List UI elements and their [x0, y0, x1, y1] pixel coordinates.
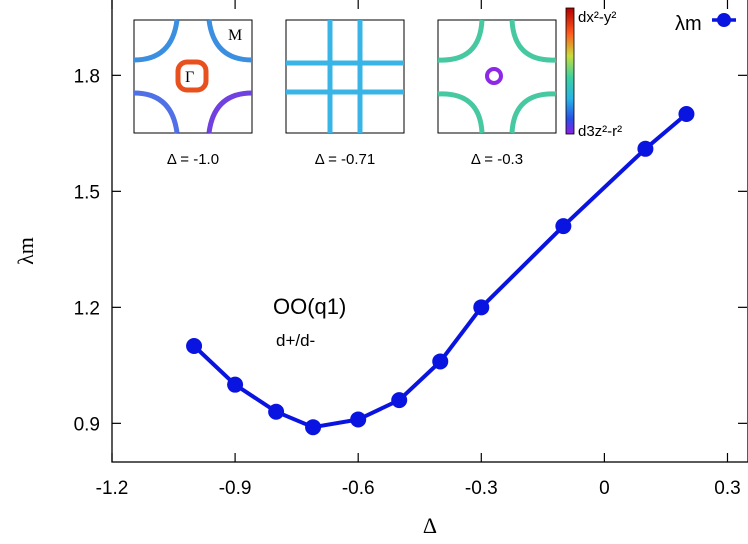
- data-point: [473, 299, 490, 316]
- x-tick-label: -0.3: [465, 478, 498, 499]
- x-axis: -1.2 -0.9 -0.6 -0.3 0 0.3: [96, 0, 741, 499]
- data-point: [432, 353, 449, 370]
- inset-2-label: Δ = -0.71: [315, 151, 375, 168]
- x-axis-title: Δ: [423, 513, 437, 538]
- data-point: [391, 392, 408, 409]
- inset-1-curve: [206, 90, 253, 134]
- inset-1-frame: [133, 19, 253, 134]
- data-point: [305, 419, 322, 436]
- y-axis: 0.9 1.2 1.5 1.8: [74, 66, 747, 435]
- annotation: OO(q1) d+/d-: [273, 294, 346, 350]
- plot-frame: [111, 0, 748, 463]
- legend-marker: [717, 13, 731, 27]
- data-point: [350, 411, 367, 428]
- inset-3-curve: [437, 91, 485, 134]
- x-tick-label: -0.6: [342, 478, 375, 499]
- annotation-sub: d+/d-: [276, 331, 315, 350]
- inset-3-frame: [437, 19, 557, 134]
- data-point: [268, 403, 285, 420]
- y-axis-title: λm: [13, 237, 38, 265]
- legend-label: λm: [675, 13, 702, 35]
- colorbar-top-label: dx²-y²: [578, 9, 616, 26]
- inset-3-curve: [437, 19, 485, 63]
- inset-1-gamma-pocket: [175, 59, 209, 93]
- y-tick-label: 1.2: [74, 298, 100, 319]
- colorbar-gradient: [565, 7, 575, 135]
- colorbar: dx²-y² d3z²-r²: [565, 7, 622, 140]
- data-point: [186, 338, 203, 354]
- annotation-main: OO(q1): [273, 294, 346, 319]
- y-tick-label: 1.5: [74, 182, 100, 203]
- inset-3-curve: [509, 91, 557, 134]
- colorbar-bottom-label: d3z²-r²: [578, 123, 622, 140]
- inset-3-label: Δ = -0.3: [471, 151, 523, 168]
- data-point: [227, 376, 244, 393]
- x-tick-label: 0: [599, 478, 610, 499]
- inset-2-frame: [285, 19, 405, 134]
- inset-1-curve: [206, 19, 253, 63]
- inset-panel-2: Δ = -0.71: [285, 19, 405, 168]
- series-line: [192, 112, 688, 430]
- inset-1-curve: [133, 19, 180, 63]
- x-tick-label: -0.9: [219, 478, 252, 499]
- legend: λm: [675, 13, 736, 35]
- data-point: [637, 140, 654, 157]
- inset-panel-3: Δ = -0.3: [437, 19, 557, 168]
- inset-3-curve: [509, 19, 557, 63]
- x-tick-label: 0.3: [714, 478, 740, 499]
- inset-panel-1: M Γ Δ = -1.0: [133, 19, 253, 168]
- inset-1-label: Δ = -1.0: [167, 151, 219, 168]
- data-point: [555, 218, 572, 235]
- y-tick-label: 0.9: [74, 414, 100, 435]
- inset-1-curve: [133, 90, 180, 134]
- inset-3-gamma-pocket: [485, 67, 503, 85]
- inset-1-marker-m: M: [228, 27, 242, 44]
- y-axis-title-text: λm: [13, 237, 38, 265]
- series-points: [186, 106, 695, 436]
- data-point: [678, 106, 695, 122]
- inset-1-marker-gamma: Γ: [185, 69, 194, 86]
- y-tick-label: 1.8: [74, 66, 100, 87]
- x-tick-label: -1.2: [96, 478, 129, 499]
